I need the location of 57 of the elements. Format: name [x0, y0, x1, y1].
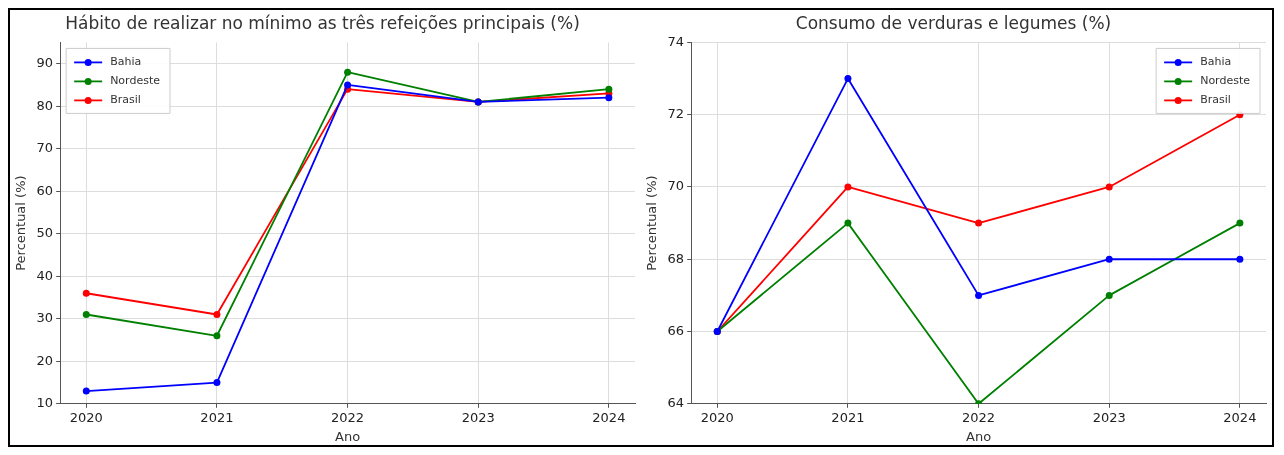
point — [975, 291, 983, 299]
point — [82, 289, 90, 297]
x-tick-label: 2022 — [962, 409, 996, 425]
y-tick-label: 72 — [667, 106, 685, 122]
point — [1236, 255, 1244, 263]
y-tick-label: 10 — [36, 395, 54, 411]
point — [844, 75, 852, 83]
legend-label: Bahia — [1200, 55, 1232, 69]
point — [844, 183, 852, 191]
point — [213, 332, 221, 340]
point — [344, 68, 352, 76]
point — [844, 219, 852, 227]
point — [82, 387, 90, 395]
x-tick-label: 2020 — [700, 409, 734, 425]
point — [1105, 255, 1113, 263]
y-axis-title: Percentual (%) — [13, 175, 29, 271]
legend-label: Nordeste — [1200, 74, 1251, 88]
point — [605, 94, 613, 102]
x-tick-label: 2023 — [461, 409, 495, 425]
legend-label: Brasil — [1200, 93, 1231, 107]
point — [82, 311, 90, 319]
y-tick-label: 50 — [36, 225, 54, 241]
legend-label: Brasil — [110, 93, 141, 107]
point — [1236, 219, 1244, 227]
y-tick-label: 68 — [667, 250, 685, 266]
chart-title: Consumo de verduras e legumes (%) — [795, 12, 1112, 33]
y-tick-label: 90 — [36, 55, 54, 71]
chart-title: Hábito de realizar no mínimo as três refeições principais (%) — [65, 12, 580, 33]
point — [1105, 291, 1113, 299]
legend-label: Nordeste — [110, 74, 161, 88]
x-tick-label: 2021 — [831, 409, 865, 425]
y-tick-label: 30 — [36, 310, 54, 326]
y-axis-title: Percentual (%) — [644, 175, 660, 271]
y-tick-label: 70 — [667, 178, 685, 194]
y-tick-label: 64 — [667, 395, 685, 411]
x-axis-title: Ano — [966, 428, 992, 444]
point — [1105, 183, 1113, 191]
point — [213, 311, 221, 319]
y-tick-label: 66 — [667, 322, 685, 338]
x-tick-label: 2020 — [69, 409, 103, 425]
legend-label: Bahia — [110, 55, 142, 69]
y-tick-label: 70 — [36, 140, 54, 156]
y-tick-label: 20 — [36, 352, 54, 368]
y-tick-label: 60 — [36, 182, 54, 198]
x-tick-label: 2023 — [1092, 409, 1126, 425]
y-tick-label: 40 — [36, 267, 54, 283]
point — [344, 81, 352, 89]
y-tick-label: 80 — [36, 97, 54, 113]
point — [975, 219, 983, 227]
x-tick-label: 2024 — [592, 409, 626, 425]
x-tick-label: 2022 — [331, 409, 365, 425]
y-tick-label: 74 — [667, 33, 685, 49]
point — [605, 85, 613, 93]
x-axis-title: Ano — [335, 428, 361, 444]
x-tick-label: 2021 — [200, 409, 234, 425]
point — [213, 379, 221, 387]
x-tick-label: 2024 — [1223, 409, 1257, 425]
